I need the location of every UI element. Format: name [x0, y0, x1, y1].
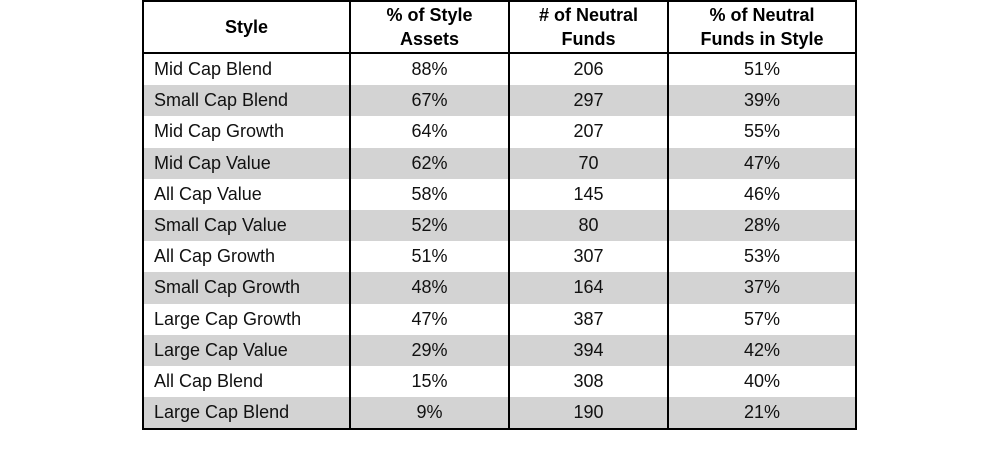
- value-cell: 307: [508, 241, 668, 273]
- table-row: Large Cap Blend 9% 190 21%: [142, 397, 856, 430]
- value-cell: 80: [508, 209, 668, 242]
- value-cell: 308: [508, 365, 668, 398]
- value-cell: 394: [508, 334, 668, 366]
- value-cell: 52%: [349, 209, 509, 242]
- value-cell: 40%: [667, 365, 856, 398]
- value-cell: 55%: [667, 116, 856, 148]
- header-text: Assets: [399, 29, 460, 49]
- table-row: Small Cap Blend 67% 297 39%: [142, 85, 856, 117]
- table-row: Mid Cap Blend 88% 206 51%: [142, 53, 856, 86]
- header-text: % of Style: [386, 5, 473, 25]
- header-cell: Style: [142, 1, 350, 54]
- style-cell: Mid Cap Blend: [142, 53, 350, 86]
- style-cell: Mid Cap Value: [142, 147, 350, 179]
- value-cell: 51%: [667, 53, 856, 86]
- value-cell: 387: [508, 303, 668, 335]
- value-cell: 42%: [667, 334, 856, 366]
- value-cell: 190: [508, 397, 668, 430]
- value-cell: 9%: [349, 397, 509, 430]
- style-cell: Large Cap Blend: [142, 397, 350, 430]
- value-cell: 88%: [349, 53, 509, 86]
- header-row: Style % of Style Assets # of Neutral Funds % …: [142, 1, 856, 54]
- header-text: % of Neutral: [709, 5, 815, 25]
- header-text: # of Neutral: [538, 5, 639, 25]
- style-cell: All Cap Growth: [142, 241, 350, 273]
- value-cell: 58%: [349, 178, 509, 210]
- value-cell: 67%: [349, 85, 509, 117]
- value-cell: 62%: [349, 147, 509, 179]
- style-cell: Large Cap Growth: [142, 303, 350, 335]
- value-cell: 51%: [349, 241, 509, 273]
- style-cell: Mid Cap Growth: [142, 116, 350, 148]
- style-cell: All Cap Blend: [142, 365, 350, 398]
- value-cell: 164: [508, 272, 668, 304]
- table-row: All Cap Value 58% 145 46%: [142, 178, 856, 210]
- table-row: Large Cap Value 29% 394 42%: [142, 334, 856, 366]
- table-row: Large Cap Growth 47% 387 57%: [142, 303, 856, 335]
- style-cell: Small Cap Value: [142, 209, 350, 242]
- style-table: Style % of Style Assets # of Neutral Funds % …: [142, 0, 857, 431]
- value-cell: 145: [508, 178, 668, 210]
- value-cell: 70: [508, 147, 668, 179]
- value-cell: 48%: [349, 272, 509, 304]
- value-cell: 37%: [667, 272, 856, 304]
- value-cell: 47%: [667, 147, 856, 179]
- table-row: Small Cap Value 52% 80 28%: [142, 209, 856, 242]
- table-row: Mid Cap Value 62% 70 47%: [142, 147, 856, 179]
- value-cell: 53%: [667, 241, 856, 273]
- table-row: Mid Cap Growth 64% 207 55%: [142, 116, 856, 148]
- table-row: Small Cap Growth 48% 164 37%: [142, 272, 856, 304]
- header-cell: # of Neutral Funds: [508, 1, 668, 54]
- value-cell: 207: [508, 116, 668, 148]
- value-cell: 57%: [667, 303, 856, 335]
- style-cell: All Cap Value: [142, 178, 350, 210]
- value-cell: 21%: [667, 397, 856, 430]
- header-text: Style: [224, 17, 269, 37]
- header-cell: % of Style Assets: [349, 1, 509, 54]
- header-text: Funds: [561, 29, 616, 49]
- style-cell: Large Cap Value: [142, 334, 350, 366]
- value-cell: 64%: [349, 116, 509, 148]
- value-cell: 15%: [349, 365, 509, 398]
- value-cell: 29%: [349, 334, 509, 366]
- header-text: Funds in Style: [700, 29, 824, 49]
- value-cell: 46%: [667, 178, 856, 210]
- value-cell: 297: [508, 85, 668, 117]
- table-body: Mid Cap Blend 88% 206 51% Small Cap Blend 67%…: [142, 53, 856, 430]
- style-cell: Small Cap Blend: [142, 85, 350, 117]
- table-row: All Cap Blend 15% 308 40%: [142, 365, 856, 398]
- value-cell: 206: [508, 53, 668, 86]
- table-row: All Cap Growth 51% 307 53%: [142, 241, 856, 273]
- header-cell: % of Neutral Funds in Style: [667, 1, 856, 54]
- value-cell: 47%: [349, 303, 509, 335]
- value-cell: 39%: [667, 85, 856, 117]
- style-cell: Small Cap Growth: [142, 272, 350, 304]
- value-cell: 28%: [667, 209, 856, 242]
